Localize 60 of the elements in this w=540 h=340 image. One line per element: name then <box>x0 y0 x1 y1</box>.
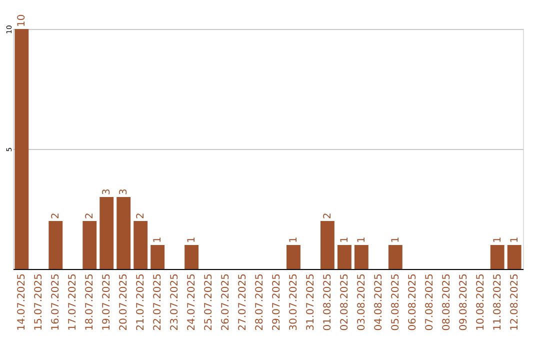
x-tick-label: 01.08.2025 <box>322 274 334 331</box>
x-tick-label: 12.08.2025 <box>509 274 520 331</box>
bar <box>100 197 114 269</box>
data-label: 10 <box>16 14 28 27</box>
x-tick-label: 02.08.2025 <box>339 274 350 331</box>
data-label: 3 <box>102 188 113 195</box>
bar <box>14 29 29 269</box>
data-label: 1 <box>390 236 402 243</box>
data-label: 1 <box>339 236 350 243</box>
x-tick-label: 20.07.2025 <box>118 274 130 331</box>
x-tick-label: 29.07.2025 <box>271 274 282 331</box>
data-label: 1 <box>288 236 300 243</box>
bar <box>354 245 368 269</box>
bar <box>286 245 300 269</box>
x-tick-label: 26.07.2025 <box>220 274 232 331</box>
bar <box>320 221 334 269</box>
x-tick-label: 31.07.2025 <box>305 274 316 331</box>
x-tick-label: 23.07.2025 <box>170 274 181 331</box>
x-tick-label: 15.07.2025 <box>34 274 45 331</box>
x-tick-label: 11.08.2025 <box>492 274 504 331</box>
x-tick-label: 25.07.2025 <box>204 274 215 331</box>
data-label: 1 <box>152 236 164 243</box>
bar <box>490 245 504 269</box>
data-label: 1 <box>492 236 504 243</box>
data-label: 1 <box>186 236 198 243</box>
x-tick-label: 09.08.2025 <box>458 274 470 331</box>
x-tick-label: 28.07.2025 <box>254 274 266 331</box>
x-tick-label: 27.07.2025 <box>238 274 249 331</box>
bar <box>388 245 402 269</box>
bar <box>507 245 522 269</box>
bar <box>48 221 63 269</box>
bar <box>134 221 148 269</box>
x-tick-label: 22.07.2025 <box>152 274 164 331</box>
x-tick-label: 18.07.2025 <box>84 274 96 331</box>
x-tick-label: 10.08.2025 <box>475 274 486 331</box>
data-label: 2 <box>322 212 334 219</box>
x-tick-label: 30.07.2025 <box>288 274 300 331</box>
bar <box>150 245 165 269</box>
x-tick-label: 21.07.2025 <box>136 274 147 331</box>
data-label: 2 <box>50 212 62 219</box>
bar <box>82 221 97 269</box>
bar <box>116 197 131 269</box>
bar <box>337 245 352 269</box>
data-label: 2 <box>136 212 147 219</box>
x-tick-label: 19.07.2025 <box>102 274 113 331</box>
x-tick-label: 14.07.2025 <box>16 274 28 331</box>
x-tick-label: 08.08.2025 <box>441 274 452 331</box>
bar <box>184 245 199 269</box>
x-tick-label: 16.07.2025 <box>50 274 62 331</box>
x-tick-label: 05.08.2025 <box>390 274 402 331</box>
data-label: 1 <box>356 236 368 243</box>
x-tick-label: 24.07.2025 <box>186 274 198 331</box>
data-label: 1 <box>509 236 520 243</box>
x-tick-label: 17.07.2025 <box>68 274 79 331</box>
data-label: 2 <box>84 212 96 219</box>
data-label: 3 <box>118 188 130 195</box>
x-tick-label: 03.08.2025 <box>356 274 368 331</box>
x-tick-label: 06.08.2025 <box>407 274 418 331</box>
x-tick-label: 07.08.2025 <box>424 274 436 331</box>
x-tick-label: 04.08.2025 <box>373 274 384 331</box>
